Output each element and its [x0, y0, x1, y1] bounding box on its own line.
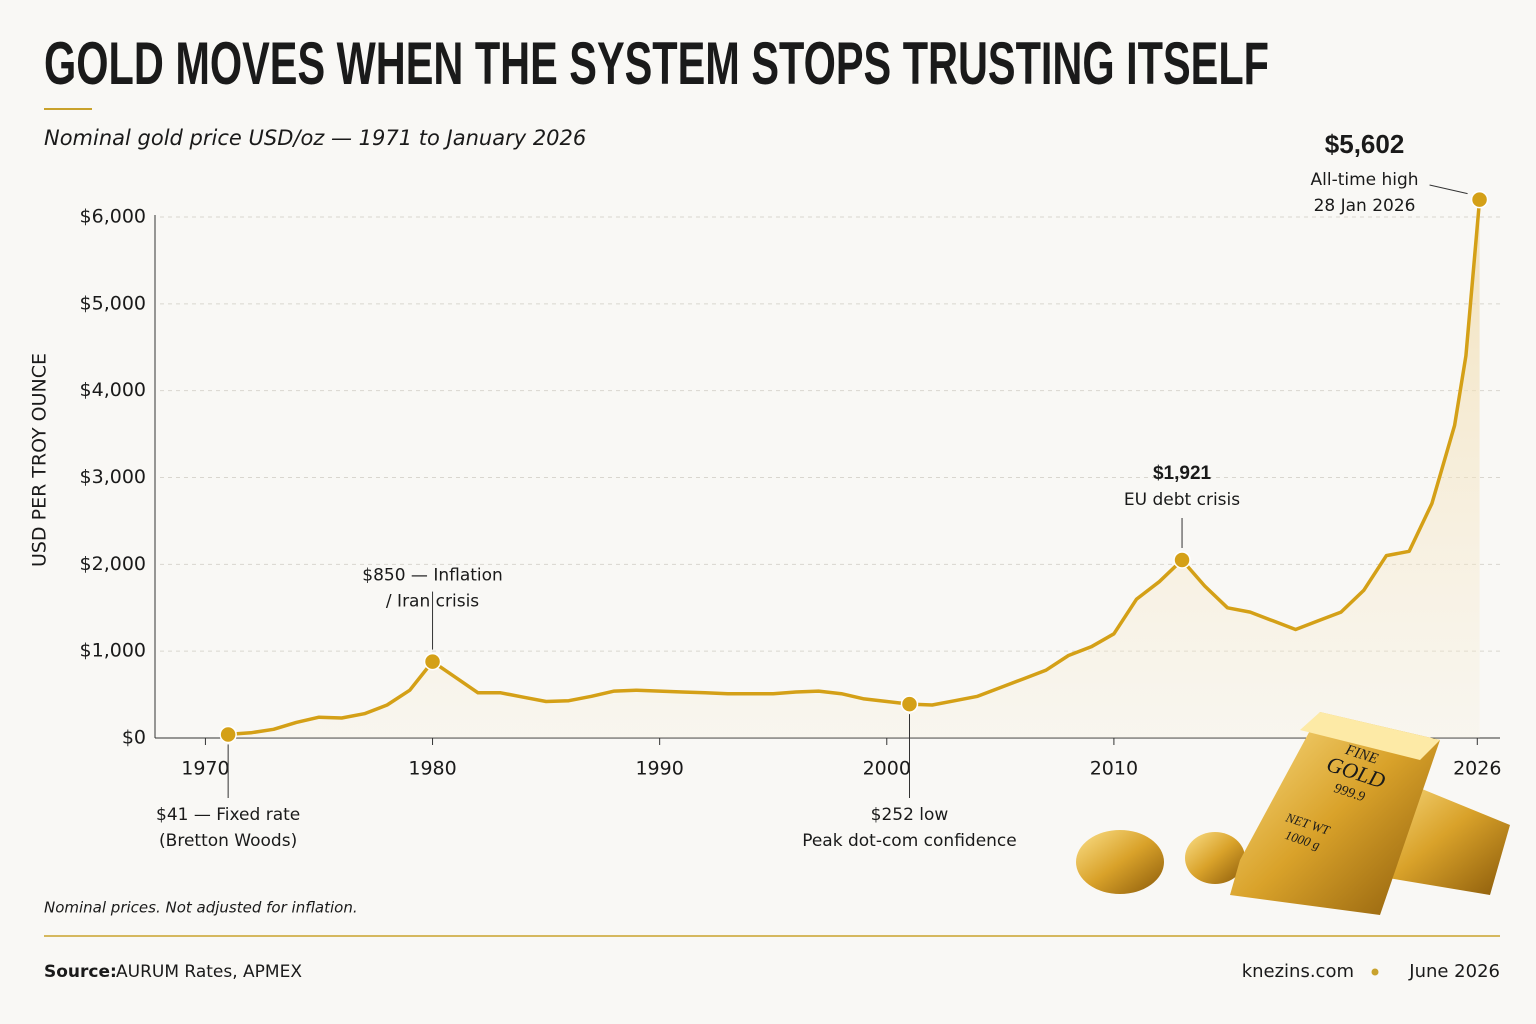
- x-tick-label: 2026: [1453, 758, 1501, 780]
- source-label: Source:: [44, 962, 117, 982]
- x-tick-label: 1980: [408, 758, 456, 780]
- annotation-text: / Iran crisis: [386, 592, 479, 612]
- plot: $0 $1,000 $2,000 $3,000 $4,000 $5,000 $6,000 19…: [80, 129, 1502, 851]
- annotation-headline: $5,602: [1325, 129, 1405, 159]
- annotation-text: All-time high: [1311, 170, 1419, 190]
- subtitle: Nominal gold price USD/oz — 1971 to Janu…: [44, 126, 586, 150]
- y-tick-label: $4,000: [80, 379, 146, 401]
- y-tick-label: $0: [122, 727, 146, 749]
- y-tick-label: $5,000: [80, 292, 146, 314]
- date: June 2026: [1408, 961, 1500, 982]
- annotation-text: $252 low: [871, 805, 949, 825]
- gold-bar: [1230, 712, 1440, 915]
- gold-bar-top: [1300, 712, 1440, 760]
- footer-dot: [1371, 968, 1379, 976]
- y-tick-label: $2,000: [80, 553, 146, 575]
- y-tick-label: $3,000: [80, 466, 146, 488]
- data-point: [900, 695, 919, 713]
- y-tick-label: $6,000: [80, 206, 146, 228]
- nugget: [1076, 830, 1164, 894]
- annotation-text: EU debt crisis: [1124, 490, 1240, 510]
- y-axis-label: USD PER TROY OUNCE: [29, 353, 51, 567]
- y-tick-label: $1,000: [80, 640, 146, 662]
- gold-decoration: FINE GOLD 999.9 NET WT 1000 g: [1076, 712, 1510, 915]
- annotation-text: $41 — Fixed rate: [156, 805, 300, 825]
- x-tick-label: 2010: [1090, 758, 1138, 780]
- data-point: [1173, 551, 1191, 569]
- area: [228, 199, 1480, 739]
- x-tick-label: 2000: [863, 758, 911, 780]
- data-point: [1470, 190, 1489, 209]
- annotation-text: $850 — Inflation: [362, 566, 503, 586]
- annotation-text: Peak dot-com confidence: [802, 831, 1017, 851]
- source: AURUM Rates, APMEX: [116, 962, 302, 982]
- x-tick-label: 1990: [635, 758, 683, 780]
- data-point: [423, 652, 442, 671]
- leader: [1429, 184, 1468, 195]
- site: knezins.com: [1242, 961, 1354, 982]
- annotation-text: (Bretton Woods): [159, 831, 297, 851]
- annotation-text: 28 Jan 2026: [1314, 196, 1416, 216]
- chart-title: GOLD MOVES WHEN THE SYSTEM STOPS TRUSTIN…: [44, 30, 1269, 97]
- data-point: [219, 725, 237, 744]
- nugget: [1185, 832, 1245, 884]
- x-tick-label: 1970: [181, 758, 229, 780]
- note: Nominal prices. Not adjusted for inflati…: [44, 899, 358, 917]
- annotation-headline: $1,921: [1153, 463, 1212, 484]
- line: [227, 199, 1482, 737]
